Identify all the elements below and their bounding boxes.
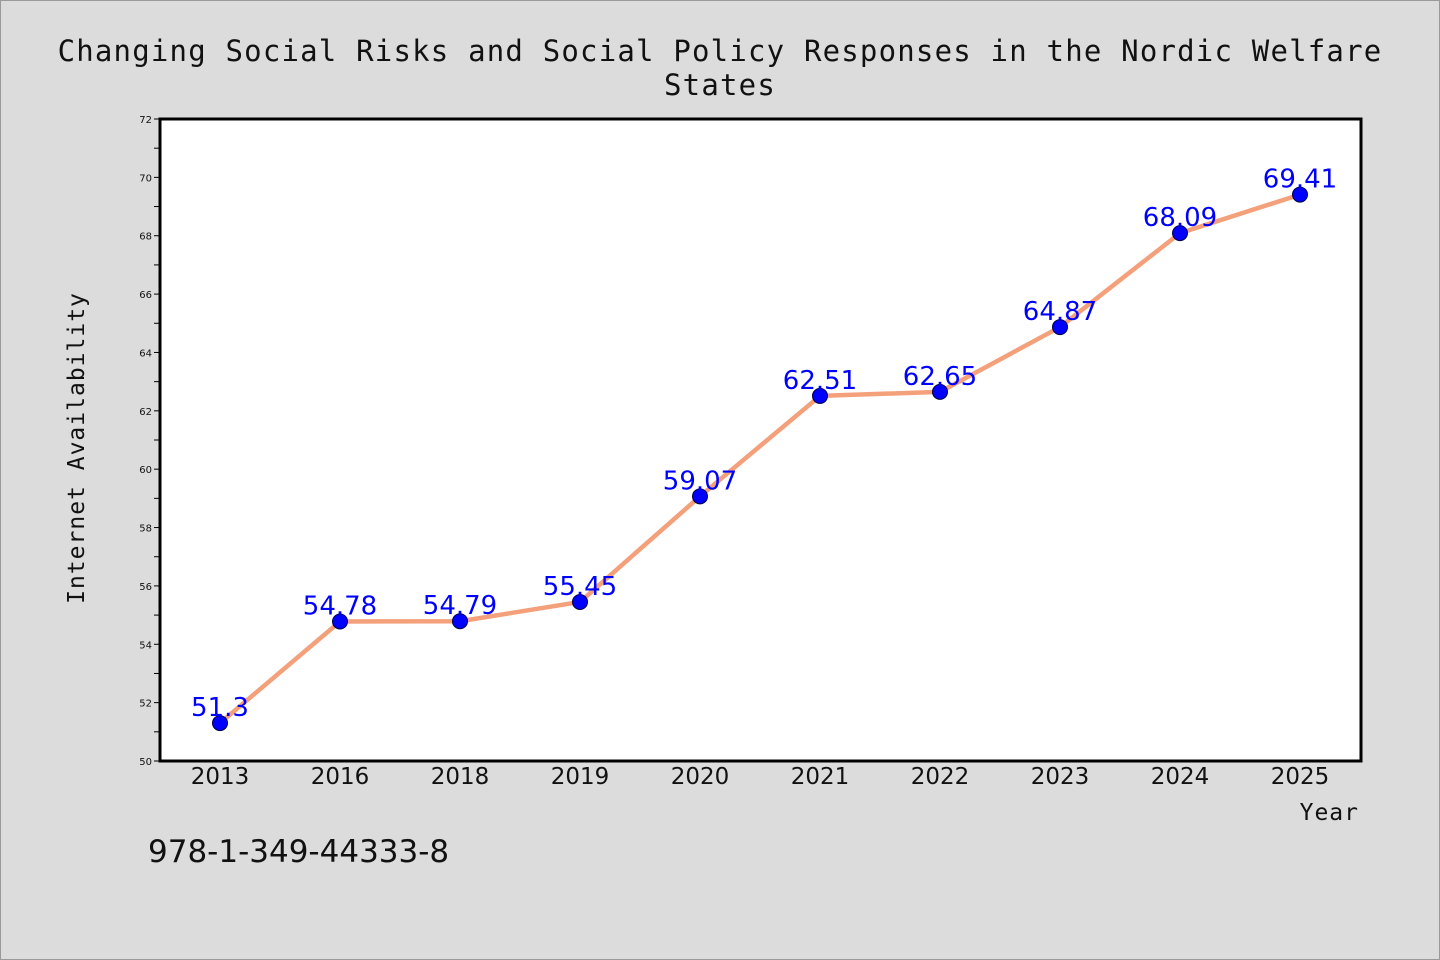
data-label: 62.65 (903, 362, 977, 392)
y-tick-label: 56 (139, 582, 152, 593)
data-label: 54.79 (423, 591, 497, 621)
x-axis: 2013 2016 2018 2019 2020 2021 2022 2023 2024 2025 (191, 755, 1330, 790)
x-tick-label: 2018 (431, 764, 490, 790)
x-tick-label: 2023 (1031, 764, 1090, 790)
series-line (217, 192, 1303, 726)
y-tick-label: 70 (139, 173, 152, 184)
y-tick-label: 62 (139, 407, 152, 418)
chart-title: Changing Social Risks and Social Policy … (57, 34, 1383, 102)
data-label: 64.87 (1023, 297, 1097, 327)
data-point (332, 613, 348, 630)
data-label: 68.09 (1143, 203, 1217, 233)
data-point (932, 383, 948, 400)
data-point (452, 613, 468, 630)
y-tick-label: 66 (139, 290, 152, 301)
x-tick-label: 2022 (911, 764, 970, 790)
data-point (1052, 319, 1068, 336)
plot-area (158, 117, 1363, 763)
data-label: 55.45 (543, 572, 617, 602)
y-tick-label: 50 (139, 757, 152, 768)
data-label: 62.51 (783, 366, 857, 396)
y-tick-label: 64 (139, 348, 152, 359)
isbn-text: 978-1-349-44333-8 (148, 834, 450, 870)
x-tick-label: 2020 (671, 764, 730, 790)
data-label: 54.78 (303, 592, 377, 622)
x-tick-label: 2013 (191, 764, 250, 790)
data-point (812, 387, 828, 404)
x-tick-label: 2025 (1271, 764, 1330, 790)
data-labels: 51.3 54.78 54.79 55.45 59.07 62.51 62.65 64.87 6… (191, 165, 1337, 723)
x-tick-label: 2019 (551, 764, 610, 790)
y-tick-label: 54 (139, 640, 152, 651)
series-layer (212, 186, 1308, 732)
data-point (572, 593, 588, 610)
data-label: 59.07 (663, 466, 737, 496)
data-point (1172, 225, 1188, 242)
y-tick-label: 60 (139, 465, 152, 476)
y-axis-label: Internet Availability (64, 292, 90, 604)
data-point (1292, 186, 1308, 203)
y-tick-label: 52 (139, 699, 152, 710)
data-point (212, 715, 228, 732)
x-tick-label: 2021 (791, 764, 850, 790)
x-tick-label: 2024 (1151, 764, 1210, 790)
data-label: 51.3 (191, 693, 249, 723)
data-label: 69.41 (1263, 165, 1337, 195)
y-tick-label: 58 (139, 524, 152, 535)
y-tick-label: 68 (139, 232, 152, 243)
x-tick-label: 2016 (311, 764, 370, 790)
y-tick-label: 72 (139, 115, 152, 126)
x-axis-label: Year (1300, 800, 1359, 826)
y-axis: 50 52 54 56 58 60 62 64 66 68 70 72 (139, 115, 160, 768)
data-point (692, 488, 708, 505)
